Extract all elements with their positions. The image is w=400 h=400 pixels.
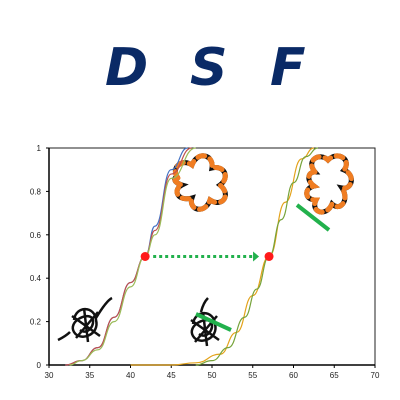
ligand-mark [195, 312, 232, 332]
title-letter-f: F [270, 38, 306, 98]
plot-frame [48, 147, 376, 366]
series-line-3 [69, 147, 196, 366]
plot-area: 30 35 40 45 50 55 60 65 70 0 0.2 0.4 0.6 0.8 1 [30, 144, 380, 380]
x-tick-label: 60 [289, 371, 298, 380]
series-line-4 [130, 147, 314, 366]
shift-arrow-head [253, 251, 260, 262]
y-tick-label: 0 [37, 361, 42, 370]
x-tick-label: 70 [371, 371, 380, 380]
x-tick-label: 30 [45, 371, 54, 380]
ligand-mark [295, 203, 331, 232]
y-tick-label: 0.2 [30, 318, 42, 327]
series-line-5 [195, 147, 319, 366]
midpoint-marker-2 [264, 252, 274, 261]
title-letter-s: S [190, 38, 228, 98]
title-letter-d: D [105, 38, 149, 98]
y-tick-label: 0.8 [30, 187, 42, 196]
folded-protein-illustration [57, 296, 113, 343]
x-tick-label: 45 [167, 371, 176, 380]
y-tick-label: 0.4 [30, 274, 42, 283]
midpoint-marker-1 [140, 252, 150, 261]
y-tick-label: 0.6 [30, 231, 42, 240]
x-tick-label: 65 [330, 371, 339, 380]
y-tick-label: 1 [37, 144, 42, 153]
x-tick-label: 50 [208, 371, 217, 380]
x-tick-label: 35 [85, 371, 94, 380]
x-tick-label: 55 [248, 371, 257, 380]
figure-title: D S F [0, 38, 400, 108]
unfolded-protein-ligand-illustration [295, 153, 354, 232]
illustrations-layer [57, 153, 354, 347]
x-tick-label: 40 [126, 371, 135, 380]
unfolded-protein-illustration [172, 153, 228, 212]
folded-protein-ligand-illustration [190, 297, 232, 347]
